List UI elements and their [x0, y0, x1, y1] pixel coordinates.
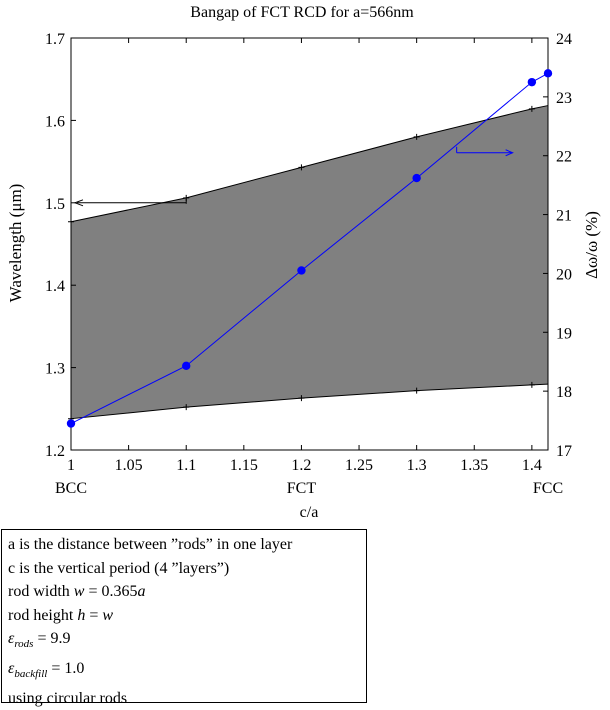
- y-right-tick-label: 24: [556, 31, 572, 48]
- x-tick-label: 1.05: [115, 457, 143, 474]
- y-right-tick-label: 18: [556, 384, 572, 401]
- parameters-legend-box: a is the distance between ”rods” in one …: [1, 529, 367, 707]
- note-line-rod-width: rod width w = 0.365a: [8, 580, 366, 604]
- rod-height-label: rod height: [8, 606, 78, 624]
- y-axis-label-left: Wavelength (μm): [6, 184, 25, 303]
- y-right-tick-label: 19: [556, 325, 572, 342]
- gap-band-layer: [68, 105, 549, 422]
- note-line-rod-height: rod height h = w: [8, 604, 366, 628]
- x-axis-label: c/a: [300, 504, 319, 521]
- x-tick-label: 1: [67, 457, 75, 474]
- eps-rods-symbol: ε: [8, 630, 15, 648]
- x-tick-label: 1.35: [460, 457, 488, 474]
- y-right-tick-label: 23: [556, 90, 572, 107]
- eps-backfill-value: = 1.0: [47, 659, 85, 677]
- y-left-tick-label: 1.2: [45, 443, 65, 460]
- rod-width-symbol: w: [73, 583, 85, 601]
- gap-lower-plus-marker: [528, 381, 535, 388]
- y-axis-label-right: Δω/ω (%): [582, 211, 601, 279]
- gap-band-upper-edge: [70, 105, 549, 223]
- x-tick-label: 1.1: [176, 457, 196, 474]
- y-left-tick-label: 1.5: [45, 196, 65, 213]
- plot-frame: [70, 37, 549, 451]
- y-right-tick-label: 20: [556, 266, 572, 283]
- eps-rods-value: = 9.9: [33, 630, 71, 648]
- rod-width-value: = 0.365: [84, 583, 138, 601]
- x-tick-label: 1.2: [291, 457, 311, 474]
- rod-width-label: rod width: [8, 583, 74, 601]
- gap-ratio-point: [66, 419, 76, 428]
- note-line-rods-distance: a is the distance between ”rods” in one …: [8, 536, 293, 553]
- gap-ratio-point: [527, 77, 537, 87]
- gap-ratio-point: [543, 69, 553, 78]
- gap-lower-plus-marker: [413, 387, 420, 394]
- y-left-tick-label: 1.3: [45, 361, 65, 378]
- x-tick-label: 1.25: [345, 457, 373, 474]
- left-axis-arrow-head: [73, 199, 84, 207]
- series-layer: [66, 69, 553, 428]
- eps-backfill-symbol: ε: [8, 659, 15, 677]
- y-right-tick-label: 21: [556, 208, 572, 225]
- structure-label: BCC: [55, 480, 87, 497]
- gap-upper-plus-marker: [528, 105, 535, 112]
- rod-height-symbol: h: [77, 606, 86, 624]
- note-line-eps-rods: εrods = 9.9: [8, 627, 366, 657]
- structure-label: FCC: [533, 480, 563, 497]
- right-axis-arrow-head: [505, 149, 514, 157]
- rod-width-unit: a: [137, 583, 146, 601]
- structure-label: FCT: [287, 480, 317, 497]
- tick-layer: 1 1.05 1.1 1.15 1.2 1.25 1.3 1.35 1.4 1.2 1.3 1.4 1.…: [45, 31, 572, 474]
- y-right-tick-label: 17: [556, 443, 572, 460]
- y-left-tick-label: 1.7: [45, 31, 65, 48]
- rod-height-equals: =: [85, 606, 103, 624]
- chart-title: Bangap of FCT RCD for a=566nm: [190, 4, 414, 21]
- note-line-eps-backfill: εbackfill = 1.0: [8, 657, 366, 687]
- gap-ratio-point: [297, 266, 306, 275]
- note-line-circular-rods: using circular rods: [8, 689, 128, 707]
- eps-backfill-subscript: backfill: [14, 667, 48, 680]
- gap-ratio-point: [412, 173, 421, 183]
- gap-lower-plus-marker: [298, 395, 305, 402]
- y-left-tick-label: 1.4: [45, 278, 65, 295]
- x-tick-label: 1.4: [522, 457, 542, 474]
- gap-ratio-point: [182, 361, 191, 371]
- y-right-tick-label: 22: [556, 149, 572, 166]
- gap-upper-plus-marker: [413, 133, 420, 140]
- eps-rods-subscript: rods: [14, 638, 34, 651]
- label-layer: BCC FCT FCC: [55, 146, 563, 497]
- x-tick-label: 1.15: [230, 457, 258, 474]
- note-line-vertical-period: c is the vertical period (4 ”layers”): [8, 559, 230, 577]
- gap-band-area: [71, 105, 548, 419]
- gap-chart: 1 1.05 1.1 1.15 1.2 1.25 1.3 1.35 1.4 1.2 1.3 1.4 1.…: [6, 4, 601, 521]
- gap-lower-plus-marker: [183, 404, 190, 411]
- rod-height-value: w: [102, 606, 114, 624]
- y-left-tick-label: 1.6: [45, 113, 65, 130]
- gap-upper-plus-marker: [298, 164, 305, 171]
- x-tick-label: 1.3: [407, 457, 427, 474]
